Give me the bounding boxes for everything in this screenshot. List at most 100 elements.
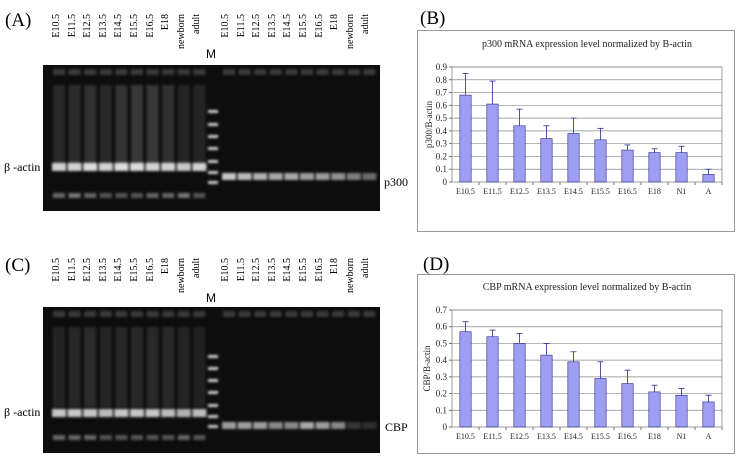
bar <box>486 336 499 428</box>
y-tick-label: 0.5 <box>436 113 448 123</box>
x-tick-label: E10.5 <box>456 432 475 441</box>
x-tick-label: E12.5 <box>510 187 529 196</box>
lane-label: E11.5 <box>235 258 247 282</box>
x-tick-label: E16.5 <box>618 187 637 196</box>
lane-label: E16.5 <box>144 14 156 38</box>
marker-lane-label: M <box>206 291 216 305</box>
y-tick-label: 0.3 <box>436 372 448 382</box>
x-tick-label: N1 <box>677 187 687 196</box>
lane-label: E18 <box>160 14 172 31</box>
y-tick-label: 0.2 <box>436 389 447 399</box>
bar <box>648 391 661 428</box>
y-axis-label: p300/B-actin <box>424 101 434 148</box>
y-tick-label: 0.2 <box>436 151 447 161</box>
chart-b: p300 mRNA expression level normalized by… <box>424 39 723 196</box>
y-tick-label: 0.5 <box>436 338 448 348</box>
lane-label: E15.5 <box>129 258 140 282</box>
bar <box>702 401 715 428</box>
lane-label: E15.5 <box>129 14 140 38</box>
lane-label: newborn <box>344 258 356 293</box>
panel-label-a: (A) <box>5 10 32 31</box>
lane-label: adult <box>360 258 372 278</box>
lane-label: E10.5 <box>220 14 231 38</box>
x-tick-label: E13.5 <box>537 432 556 441</box>
y-tick-label: 0.4 <box>436 355 448 365</box>
gel-c-bands <box>52 311 377 440</box>
lane-label: E11.5 <box>235 14 247 38</box>
bar <box>621 383 634 428</box>
lane-label: E12.5 <box>82 14 94 38</box>
lane-label: E18 <box>329 258 341 275</box>
x-tick-label: E18 <box>648 187 661 196</box>
lane-label: E18 <box>329 14 341 31</box>
lane-label: E14.5 <box>113 14 125 38</box>
y-axis-label: CBP/B-actin <box>422 345 432 392</box>
bar <box>459 94 472 183</box>
bar <box>513 125 526 183</box>
y-tick-label: 0.6 <box>436 322 448 332</box>
y-tick-label: 0.6 <box>436 100 448 110</box>
lane-label: adult <box>360 14 372 34</box>
gel-a-image <box>43 65 380 211</box>
lane-label: E18 <box>160 258 172 275</box>
lane-label: E13.5 <box>97 258 109 282</box>
bar <box>486 103 499 183</box>
lane-label: E14.5 <box>113 258 125 282</box>
bar <box>540 354 553 428</box>
lane-label: adult <box>191 258 203 278</box>
bar <box>567 361 580 428</box>
chart-d: CBP mRNA expression level normalized by … <box>422 282 723 441</box>
lane-label: E16.5 <box>313 14 325 38</box>
panel-label-b: (B) <box>420 8 446 29</box>
lane-label: newborn <box>344 14 356 49</box>
y-tick-label: 0.4 <box>436 126 448 136</box>
marker-lane-label: M <box>206 47 216 61</box>
y-tick-label: 0 <box>443 177 448 187</box>
x-tick-label: E16.5 <box>618 432 637 441</box>
chart-title: p300 mRNA expression level normalized by… <box>482 39 692 50</box>
lane-label: E13.5 <box>97 14 109 38</box>
y-tick-label: 0 <box>443 422 448 432</box>
bar <box>648 152 661 183</box>
lane-label: E11.5 <box>66 258 78 282</box>
bar <box>513 343 526 428</box>
gel-a-bands <box>52 69 377 198</box>
x-tick-label: E14.5 <box>564 432 583 441</box>
lane-label: E10.5 <box>51 258 62 282</box>
x-tick-label: E10.5 <box>456 187 475 196</box>
panel-label-d: (D) <box>423 254 450 275</box>
y-tick-label: 0.1 <box>436 405 447 415</box>
chart-d-frame: CBP mRNA expression level normalized by … <box>417 274 735 454</box>
x-tick-label: E11.5 <box>483 432 502 441</box>
x-tick-label: E15.5 <box>591 187 610 196</box>
x-tick-label: N1 <box>677 432 687 441</box>
bar <box>594 139 607 183</box>
gel-c-cbp-label: CBP <box>385 420 408 434</box>
lane-label: E16.5 <box>313 258 325 282</box>
bar <box>540 138 553 183</box>
gel-a-p300-label: p300 <box>384 175 408 189</box>
y-tick-label: 0.7 <box>436 305 448 315</box>
gel-c-beta-actin-label: β -actin <box>4 405 41 419</box>
lane-label: newborn <box>175 258 187 293</box>
y-tick-label: 0.9 <box>436 62 448 72</box>
bar <box>459 331 472 428</box>
x-tick-label: E18 <box>648 432 661 441</box>
lane-label: E10.5 <box>220 258 231 282</box>
y-tick-label: 0.3 <box>436 139 448 149</box>
lane-label: E15.5 <box>298 14 309 38</box>
lane-label: E14.5 <box>282 14 294 38</box>
x-tick-label: E11.5 <box>483 187 502 196</box>
lane-label: E12.5 <box>251 258 263 282</box>
gel-c-image <box>43 307 380 453</box>
chart-title: CBP mRNA expression level normalized by … <box>483 282 692 293</box>
lane-label: E11.5 <box>66 14 78 38</box>
lane-label: E13.5 <box>266 258 278 282</box>
gel-a-beta-actin-label: β -actin <box>4 160 41 174</box>
lane-label: E10.5 <box>51 14 62 38</box>
y-tick-label: 0.7 <box>436 88 448 98</box>
bar <box>567 133 580 183</box>
y-tick-label: 0.1 <box>436 164 447 174</box>
bar <box>675 152 688 183</box>
bar <box>621 149 634 183</box>
